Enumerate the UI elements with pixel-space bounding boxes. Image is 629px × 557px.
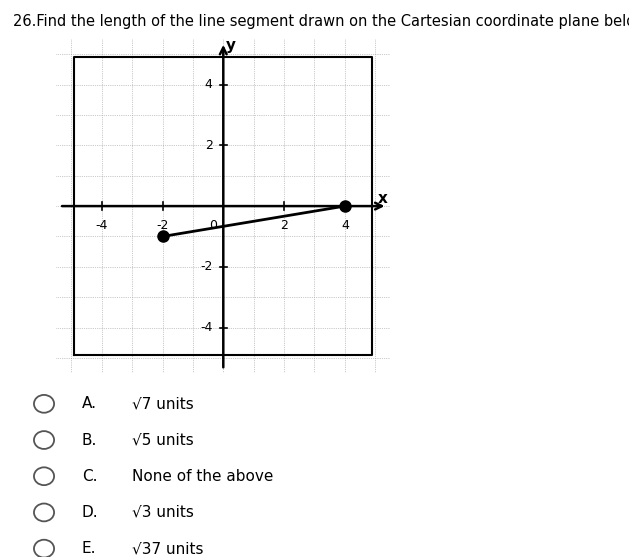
- Text: 0: 0: [209, 219, 216, 232]
- Text: -2: -2: [200, 260, 213, 273]
- Text: √7 units: √7 units: [132, 397, 194, 411]
- Text: D.: D.: [82, 505, 98, 520]
- Text: B.: B.: [82, 433, 97, 447]
- Text: None of the above: None of the above: [132, 469, 274, 483]
- Text: √3 units: √3 units: [132, 505, 194, 520]
- Text: √37 units: √37 units: [132, 541, 204, 556]
- Text: 4: 4: [341, 219, 348, 232]
- Text: A.: A.: [82, 397, 97, 411]
- Text: C.: C.: [82, 469, 97, 483]
- Text: -4: -4: [96, 219, 108, 232]
- Text: y: y: [226, 37, 236, 52]
- Text: √5 units: √5 units: [132, 433, 194, 447]
- Text: 4: 4: [205, 78, 213, 91]
- Text: x: x: [378, 191, 387, 206]
- Text: 2: 2: [205, 139, 213, 152]
- Text: 2: 2: [280, 219, 288, 232]
- Text: E.: E.: [82, 541, 96, 556]
- Text: 26.Find the length of the line segment drawn on the Cartesian coordinate plane b: 26.Find the length of the line segment d…: [13, 14, 629, 29]
- Text: -4: -4: [200, 321, 213, 334]
- Text: -2: -2: [157, 219, 169, 232]
